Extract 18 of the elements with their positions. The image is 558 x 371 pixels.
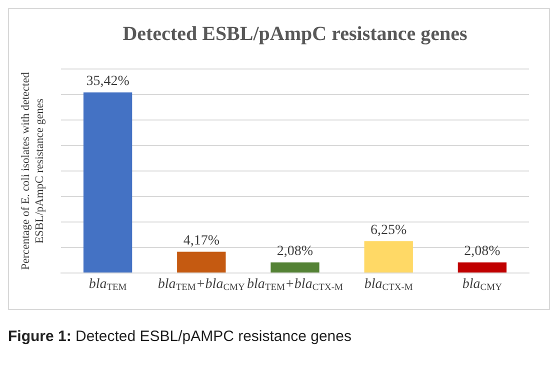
bar bbox=[458, 262, 507, 272]
chart-title: Detected ESBL/pAmpC resistance genes bbox=[122, 23, 468, 46]
data-label: 4,17% bbox=[183, 233, 220, 248]
data-label: 35,42% bbox=[86, 74, 130, 90]
bar bbox=[364, 241, 413, 272]
data-label: 2,08% bbox=[276, 244, 314, 260]
data-label: 2,08% bbox=[464, 244, 501, 260]
x-tick-label: bla$_{CMY}$ bbox=[461, 277, 503, 293]
bar bbox=[270, 262, 320, 272]
bar bbox=[177, 252, 226, 272]
caption: Figure 1: Detected ESBL/pAMPC resistance genes bbox=[8, 328, 352, 345]
x-tick-label: bla$_{CTX-M}$ bbox=[364, 277, 413, 293]
data-label: 6,25% bbox=[370, 222, 408, 238]
x-tick-label: bla$_{TEM}$ bbox=[88, 277, 127, 293]
y-axis-title: Percentage of E. coli isolates with detected ESBL/pAmpC resistance genes bbox=[19, 71, 47, 272]
bar bbox=[83, 92, 132, 272]
x-tick-label: bla$_{TEM}$+bla$_{CTX-M}$ bbox=[247, 277, 343, 293]
x-tick-label: bla$_{TEM}$+bla$_{CMY}$ bbox=[158, 277, 245, 293]
